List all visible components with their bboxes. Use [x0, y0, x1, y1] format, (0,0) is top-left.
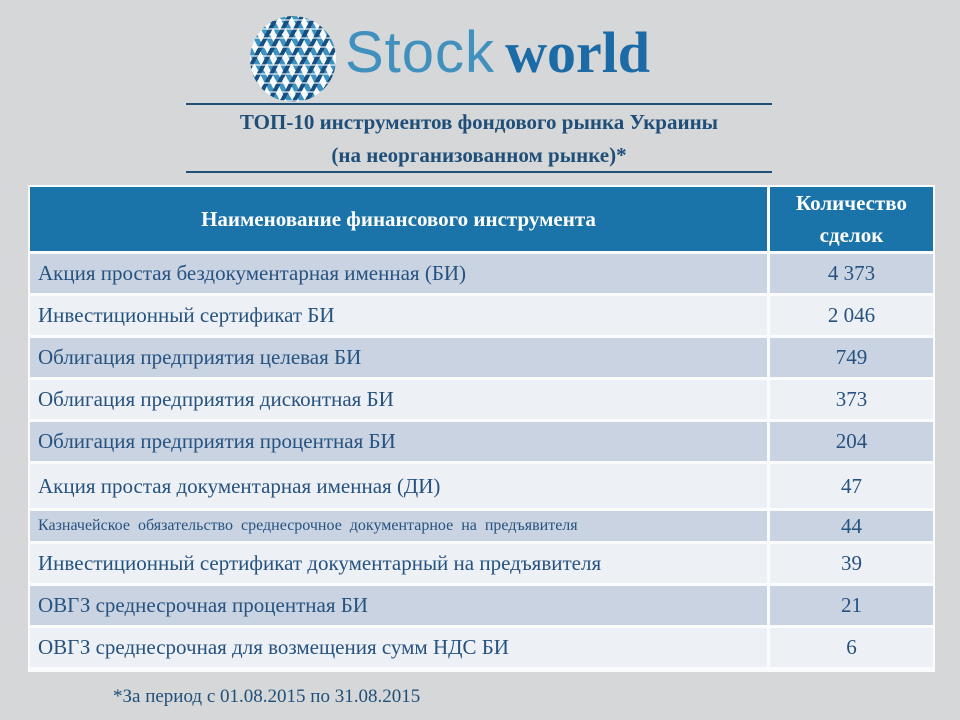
table-row: ОВГЗ среднесрочная процентная БИ 21: [30, 586, 933, 628]
instruments-table: Наименование финансового инструмента Кол…: [28, 185, 935, 672]
instrument-name-cell: Акция простая бездокументарная именная (…: [30, 254, 767, 296]
deal-count-cell: 204: [767, 422, 933, 464]
instrument-name-cell: Облигация предприятия дисконтная БИ: [30, 380, 767, 422]
deal-count-cell: 6: [767, 628, 933, 670]
instrument-name-cell: Инвестиционный сертификат БИ: [30, 296, 767, 338]
table-row: Облигация предприятия процентная БИ 204: [30, 422, 933, 464]
divider-under-logo: [186, 103, 772, 105]
slide-title: ТОП-10 инструментов фондового рынка Укра…: [186, 106, 772, 172]
period-footnote: *За период с 01.08.2015 по 31.08.2015: [113, 686, 421, 707]
table-row: Акция простая бездокументарная именная (…: [30, 254, 933, 296]
divider-under-title: [186, 171, 772, 173]
table-row: Облигация предприятия дисконтная БИ 373: [30, 380, 933, 422]
stockworld-logo: Stock world: [345, 24, 650, 82]
column-header-instrument-name: Наименование финансового инструмента: [30, 187, 767, 254]
table-body: Акция простая бездокументарная именная (…: [30, 254, 933, 670]
table-row: ОВГЗ среднесрочная для возмещения сумм Н…: [30, 628, 933, 670]
deal-count-cell: 47: [767, 464, 933, 511]
deal-count-cell: 39: [767, 544, 933, 586]
deal-count-cell: 2 046: [767, 296, 933, 338]
slide-title-line1: ТОП-10 инструментов фондового рынка Укра…: [239, 110, 719, 134]
table-row: Инвестиционный сертификат документарный …: [30, 544, 933, 586]
logo-word-world: world: [505, 20, 651, 85]
stockworld-globe-icon: [250, 16, 336, 102]
instrument-name-cell: Инвестиционный сертификат документарный …: [30, 544, 767, 586]
deal-count-cell: 44: [767, 511, 933, 544]
deal-count-cell: 373: [767, 380, 933, 422]
table-header: Наименование финансового инструмента Кол…: [30, 187, 933, 254]
table-row: Инвестиционный сертификат БИ 2 046: [30, 296, 933, 338]
table-row: Облигация предприятия целевая БИ 749: [30, 338, 933, 380]
deal-count-cell: 21: [767, 586, 933, 628]
logo-word-stock: Stock: [345, 20, 496, 85]
table-row: Акция простая документарная именная (ДИ)…: [30, 464, 933, 511]
instrument-name-cell: Акция простая документарная именная (ДИ): [30, 464, 767, 511]
instrument-name-cell: ОВГЗ среднесрочная процентная БИ: [30, 586, 767, 628]
instrument-name-cell: Казначейское обязательство среднесрочное…: [30, 511, 767, 544]
slide-title-line2: (на неорганизованном рынке)*: [331, 143, 627, 167]
instrument-name-cell: Облигация предприятия процентная БИ: [30, 422, 767, 464]
table-row: Казначейское обязательство среднесрочное…: [30, 511, 933, 544]
instrument-name-cell: Облигация предприятия целевая БИ: [30, 338, 767, 380]
column-header-deal-count: Количество сделок: [767, 187, 933, 254]
deal-count-cell: 4 373: [767, 254, 933, 296]
instrument-name-cell: ОВГЗ среднесрочная для возмещения сумм Н…: [30, 628, 767, 670]
table-header-row: Наименование финансового инструмента Кол…: [30, 187, 933, 254]
deal-count-cell: 749: [767, 338, 933, 380]
